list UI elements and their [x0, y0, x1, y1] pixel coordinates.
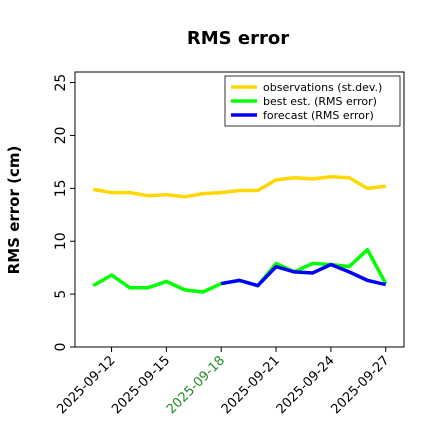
x-tick-label: 2025-09-21: [219, 353, 283, 417]
y-axis-label: RMS error (cm): [5, 146, 23, 275]
y-tick-label: 5: [53, 290, 69, 299]
y-tick-label: 25: [53, 74, 69, 92]
x-tick-label: 2025-09-24: [274, 353, 338, 417]
plot-frame: [74, 71, 405, 348]
x-tick-label: 2025-09-15: [109, 353, 173, 417]
legend-label: observations (st.dev.): [263, 81, 382, 94]
series-line-1: [92, 174, 386, 199]
x-tick-label: 2025-09-12: [54, 353, 118, 417]
y-tick-label: 10: [53, 232, 69, 250]
x-tick-label: 2025-09-27: [329, 353, 393, 417]
y-tick-label: 0: [53, 343, 69, 352]
series-line-3: [220, 262, 387, 288]
y-tick-label: 15: [53, 179, 69, 197]
legend-label: best est. (RMS error): [263, 95, 377, 108]
y-tick-label: 20: [53, 127, 69, 145]
series-line-2: [92, 247, 388, 294]
chart-title: RMS error: [187, 28, 289, 49]
legend-label: forecast (RMS error): [263, 109, 374, 122]
x-tick-label: 2025-09-18: [164, 353, 228, 417]
